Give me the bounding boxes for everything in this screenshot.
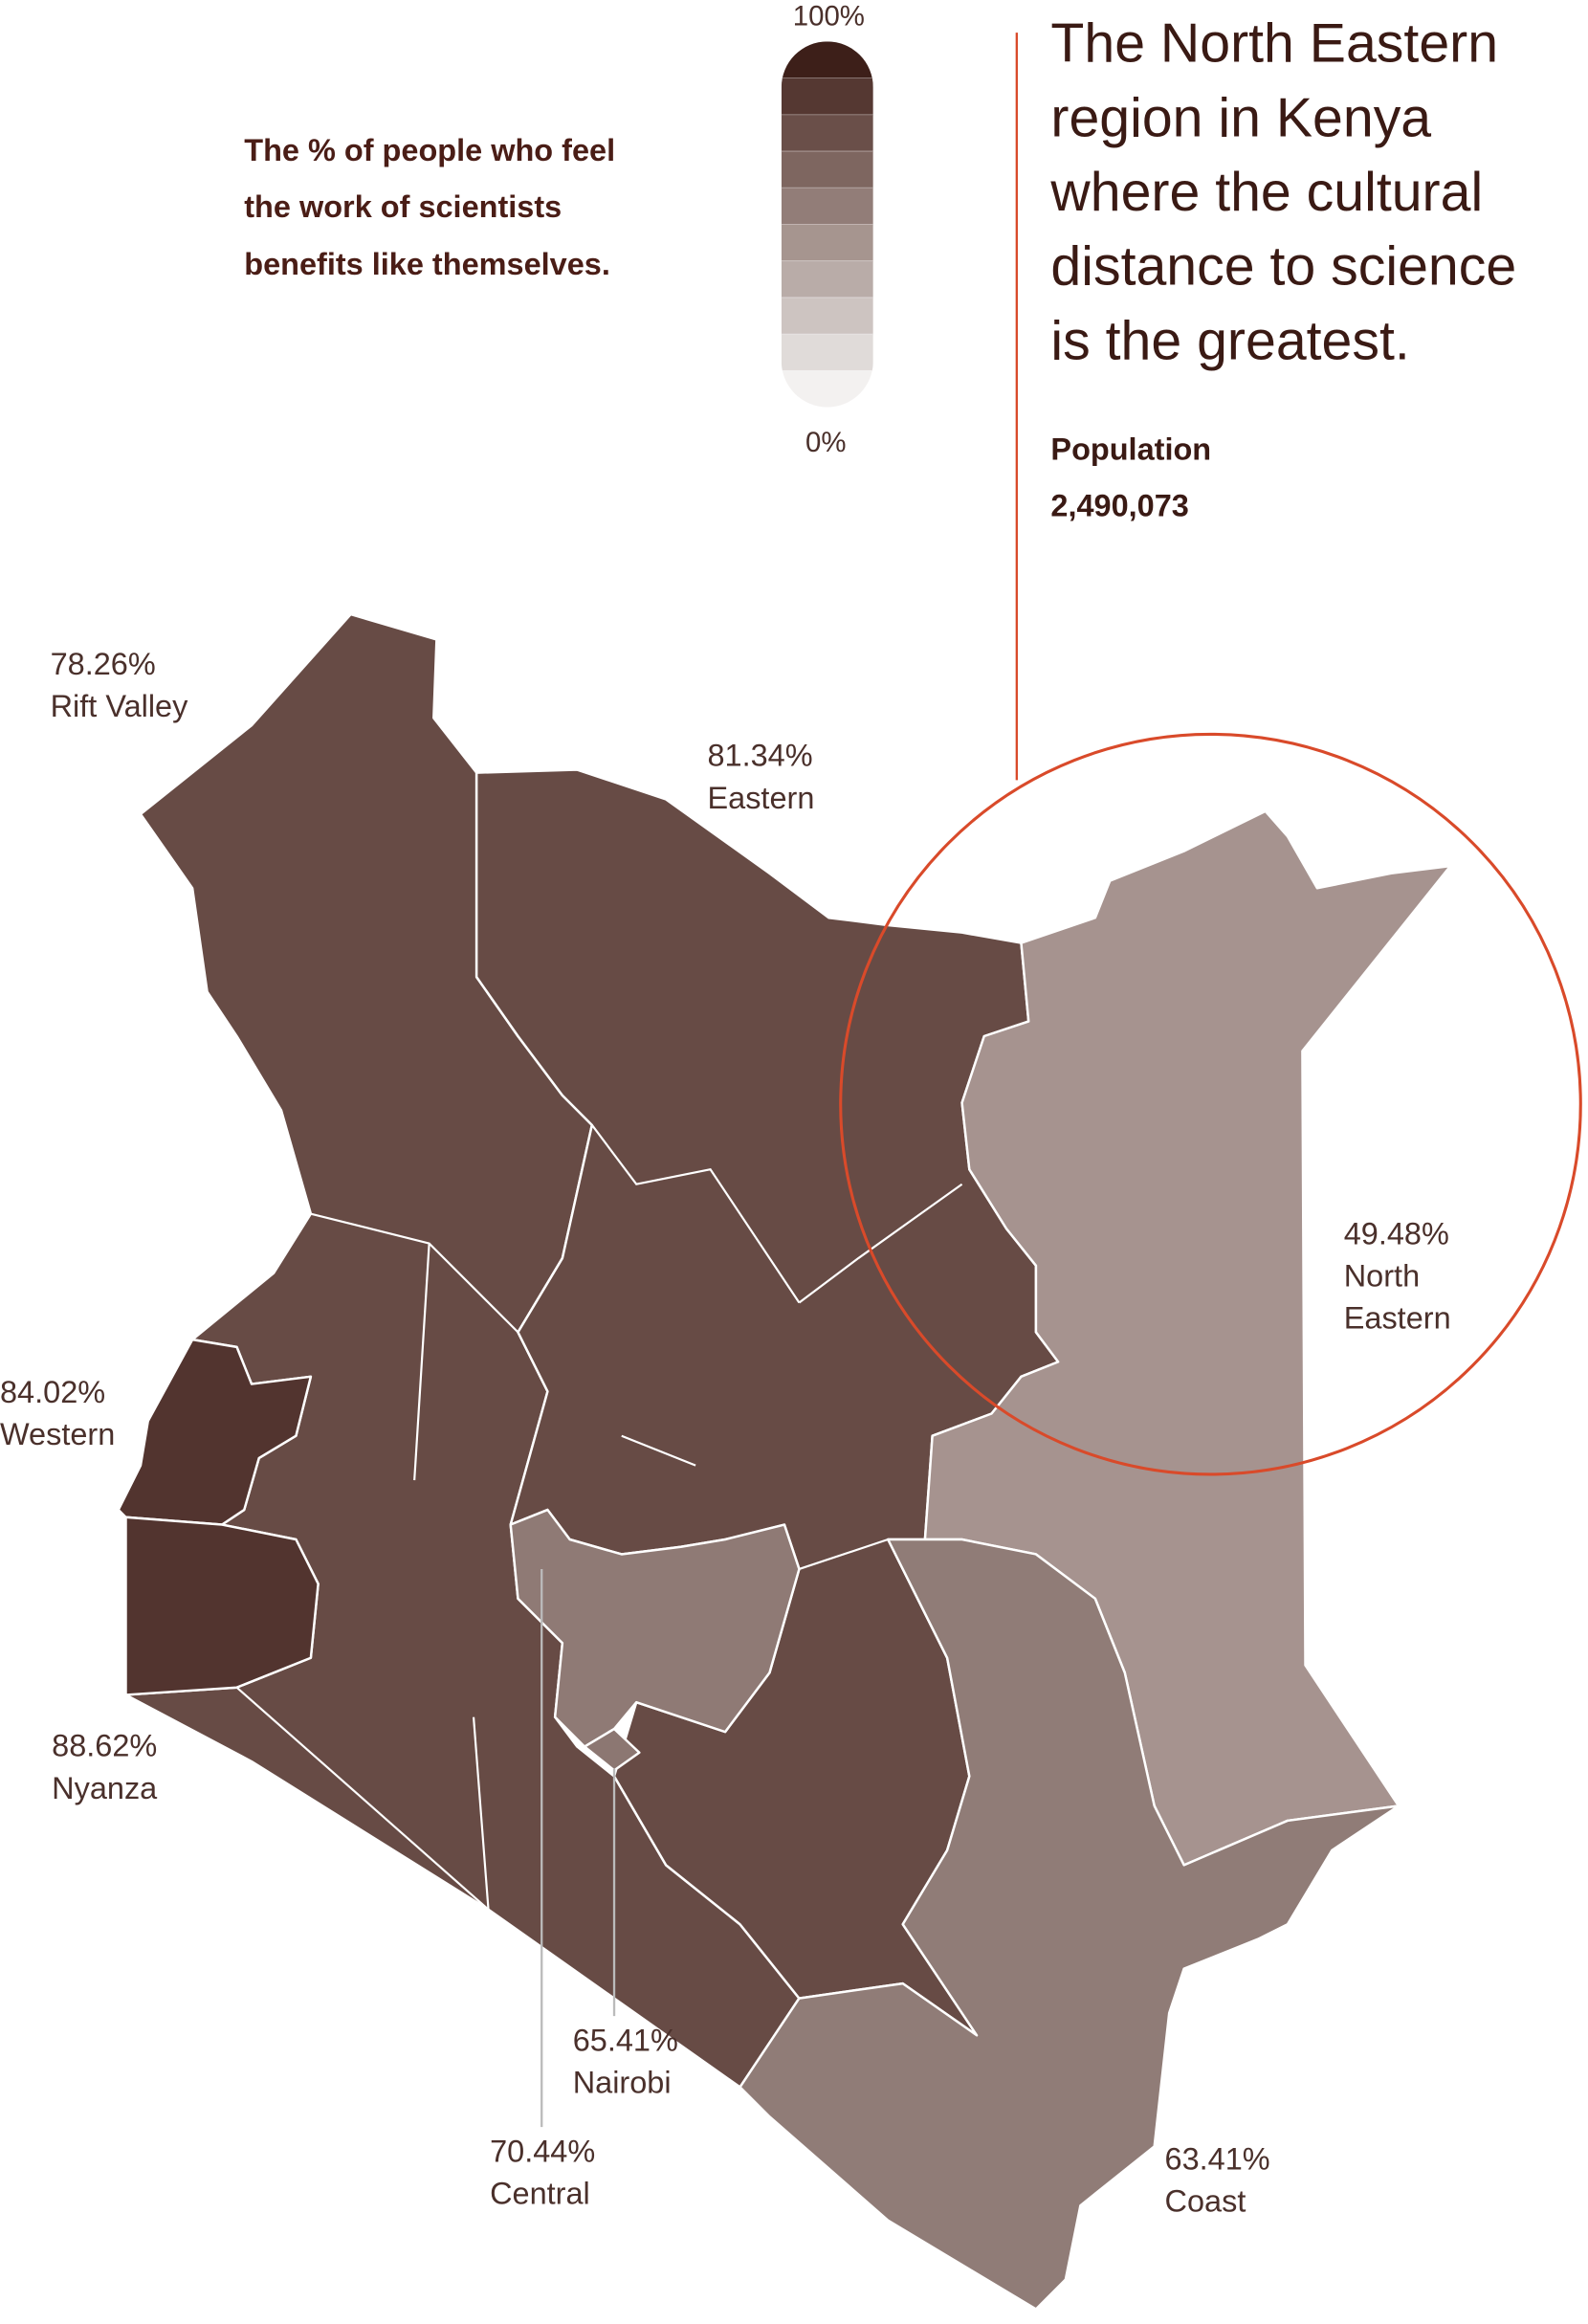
population-label: Population <box>1050 432 1211 466</box>
legend-band <box>781 334 873 372</box>
region-name: Coast <box>1165 2183 1246 2218</box>
title-line: benefits like themselves. <box>244 247 610 281</box>
region-value: 81.34% <box>707 739 812 773</box>
region-value: 63.41% <box>1165 2141 1270 2176</box>
region-value: 88.62% <box>52 1729 157 1763</box>
boundary <box>590 1124 801 1304</box>
region <box>124 1516 320 1696</box>
legend-band <box>781 114 873 152</box>
legend-band <box>781 77 873 116</box>
region-labels: 78.26% Rift Valley 81.34% Eastern 49.48% Nort… <box>0 647 1451 2219</box>
highlight-circle <box>839 732 1582 1476</box>
legend-band <box>781 41 873 79</box>
legend-scale <box>781 41 873 408</box>
callout-line: The North Eastern <box>1050 13 1498 75</box>
legend-band <box>781 260 873 299</box>
legend-band <box>781 151 873 188</box>
boundary <box>1093 1598 1126 1673</box>
legend-min: 0% <box>805 427 846 458</box>
region-name: Central <box>490 2177 590 2211</box>
region <box>509 1508 801 1748</box>
region-name: Nyanza <box>52 1771 158 1805</box>
legend-band <box>781 224 873 262</box>
boundary <box>621 1434 696 1467</box>
region-value: 70.44% <box>490 2135 595 2169</box>
region-name: Rift Valley <box>51 689 189 723</box>
legend-band <box>781 188 873 226</box>
regions <box>117 612 1452 2311</box>
region-name: Western <box>0 1417 115 1451</box>
legend-max: 100% <box>793 0 865 32</box>
boundary <box>472 1716 490 1910</box>
region <box>117 1338 313 1526</box>
callout-line: distance to science <box>1050 236 1516 298</box>
region-name: Eastern <box>1344 1301 1451 1336</box>
region-name: Eastern <box>707 781 814 815</box>
legend-band <box>781 297 873 335</box>
region-value: 84.02% <box>0 1375 105 1409</box>
region-value: 78.26% <box>51 647 156 681</box>
region-value: 49.48% <box>1344 1216 1449 1251</box>
region-value: 65.41% <box>573 2024 678 2058</box>
boundary <box>798 1183 963 1304</box>
region <box>583 1727 641 1772</box>
population-value: 2,490,073 <box>1050 488 1188 522</box>
callout-line: is the greatest. <box>1050 310 1409 371</box>
legend-band <box>781 370 873 408</box>
boundary <box>235 1686 490 1911</box>
callout-line: region in Kenya <box>1050 87 1431 148</box>
title-line: the work of scientists <box>244 189 562 224</box>
title-line: The % of people who feel <box>244 133 615 167</box>
callout: The North Eastern region in Kenya where th… <box>1049 13 1516 372</box>
region-name: Nairobi <box>573 2066 672 2100</box>
boundary <box>799 1538 889 1570</box>
callout-line: where the cultural <box>1049 162 1483 223</box>
boundary <box>413 1243 430 1481</box>
region-name: North <box>1344 1259 1420 1294</box>
region <box>739 1538 1401 2311</box>
